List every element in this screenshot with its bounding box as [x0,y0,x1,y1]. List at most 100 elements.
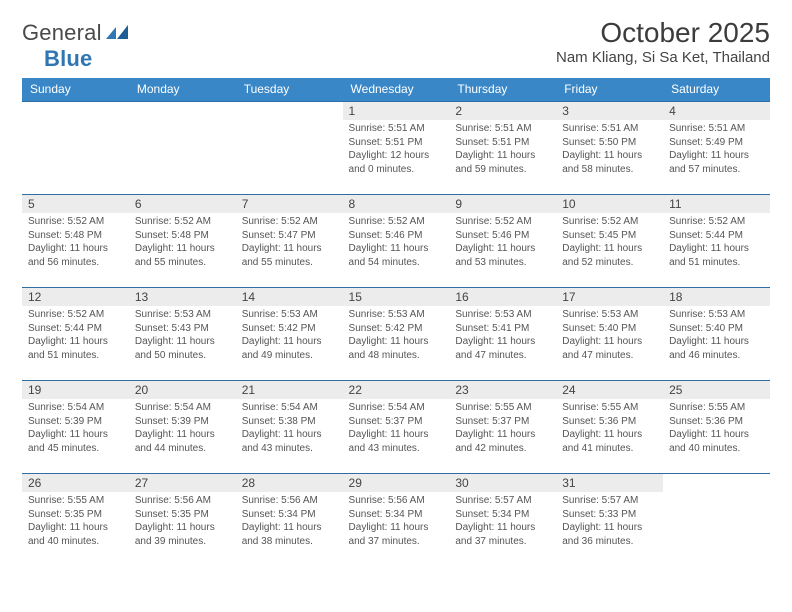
day-details: Sunrise: 5:52 AMSunset: 5:45 PMDaylight:… [556,213,663,269]
day-number: 2 [449,102,556,120]
sunrise-line: Sunrise: 5:53 AM [455,308,550,322]
sunset-line: Sunset: 5:48 PM [135,229,230,243]
calendar-cell: 20Sunrise: 5:54 AMSunset: 5:39 PMDayligh… [129,381,236,474]
sunset-line: Sunset: 5:50 PM [562,136,657,150]
daylight-line: Daylight: 11 hours and 54 minutes. [349,242,444,269]
weekday-header: Friday [556,78,663,102]
daylight-line: Daylight: 11 hours and 55 minutes. [135,242,230,269]
calendar-cell: 1Sunrise: 5:51 AMSunset: 5:51 PMDaylight… [343,102,450,195]
day-number: 28 [236,474,343,492]
daylight-line: Daylight: 11 hours and 47 minutes. [562,335,657,362]
logo-mark-icon [106,24,132,42]
weekday-header: Thursday [449,78,556,102]
calendar-cell: 2Sunrise: 5:51 AMSunset: 5:51 PMDaylight… [449,102,556,195]
day-number: 4 [663,102,770,120]
day-details: Sunrise: 5:57 AMSunset: 5:33 PMDaylight:… [556,492,663,548]
daylight-line: Daylight: 11 hours and 55 minutes. [242,242,337,269]
sunset-line: Sunset: 5:40 PM [669,322,764,336]
day-number: 25 [663,381,770,399]
sunset-line: Sunset: 5:44 PM [669,229,764,243]
daylight-line: Daylight: 11 hours and 40 minutes. [28,521,123,548]
day-details: Sunrise: 5:52 AMSunset: 5:44 PMDaylight:… [663,213,770,269]
day-number: 21 [236,381,343,399]
day-number: 11 [663,195,770,213]
day-number: 23 [449,381,556,399]
calendar-cell: 7Sunrise: 5:52 AMSunset: 5:47 PMDaylight… [236,195,343,288]
day-details: Sunrise: 5:51 AMSunset: 5:51 PMDaylight:… [449,120,556,176]
calendar-cell: 18Sunrise: 5:53 AMSunset: 5:40 PMDayligh… [663,288,770,381]
day-number: 12 [22,288,129,306]
day-number: 5 [22,195,129,213]
calendar-week-row: 19Sunrise: 5:54 AMSunset: 5:39 PMDayligh… [22,381,770,474]
calendar-cell: 26Sunrise: 5:55 AMSunset: 5:35 PMDayligh… [22,474,129,567]
day-details: Sunrise: 5:54 AMSunset: 5:39 PMDaylight:… [129,399,236,455]
daylight-line: Daylight: 11 hours and 56 minutes. [28,242,123,269]
sunrise-line: Sunrise: 5:52 AM [669,215,764,229]
sunset-line: Sunset: 5:44 PM [28,322,123,336]
daylight-line: Daylight: 11 hours and 48 minutes. [349,335,444,362]
calendar-cell: 22Sunrise: 5:54 AMSunset: 5:37 PMDayligh… [343,381,450,474]
day-details: Sunrise: 5:55 AMSunset: 5:36 PMDaylight:… [663,399,770,455]
daylight-line: Daylight: 11 hours and 53 minutes. [455,242,550,269]
daylight-line: Daylight: 11 hours and 59 minutes. [455,149,550,176]
sunset-line: Sunset: 5:45 PM [562,229,657,243]
day-details: Sunrise: 5:55 AMSunset: 5:35 PMDaylight:… [22,492,129,548]
day-details: Sunrise: 5:52 AMSunset: 5:48 PMDaylight:… [22,213,129,269]
sunrise-line: Sunrise: 5:51 AM [455,122,550,136]
calendar-header-row: SundayMondayTuesdayWednesdayThursdayFrid… [22,78,770,102]
day-details: Sunrise: 5:53 AMSunset: 5:41 PMDaylight:… [449,306,556,362]
day-details: Sunrise: 5:56 AMSunset: 5:34 PMDaylight:… [236,492,343,548]
calendar-cell: 11Sunrise: 5:52 AMSunset: 5:44 PMDayligh… [663,195,770,288]
day-details: Sunrise: 5:53 AMSunset: 5:43 PMDaylight:… [129,306,236,362]
day-number: 19 [22,381,129,399]
sunrise-line: Sunrise: 5:55 AM [669,401,764,415]
calendar-cell: 16Sunrise: 5:53 AMSunset: 5:41 PMDayligh… [449,288,556,381]
daylight-line: Daylight: 11 hours and 43 minutes. [349,428,444,455]
calendar-cell: 14Sunrise: 5:53 AMSunset: 5:42 PMDayligh… [236,288,343,381]
day-number: 15 [343,288,450,306]
calendar-cell: 31Sunrise: 5:57 AMSunset: 5:33 PMDayligh… [556,474,663,567]
day-details: Sunrise: 5:52 AMSunset: 5:46 PMDaylight:… [343,213,450,269]
calendar-cell: 21Sunrise: 5:54 AMSunset: 5:38 PMDayligh… [236,381,343,474]
sunset-line: Sunset: 5:36 PM [562,415,657,429]
sunrise-line: Sunrise: 5:54 AM [349,401,444,415]
weekday-header: Tuesday [236,78,343,102]
calendar-cell: 6Sunrise: 5:52 AMSunset: 5:48 PMDaylight… [129,195,236,288]
sunrise-line: Sunrise: 5:52 AM [135,215,230,229]
calendar-cell: 28Sunrise: 5:56 AMSunset: 5:34 PMDayligh… [236,474,343,567]
sunrise-line: Sunrise: 5:52 AM [242,215,337,229]
sunset-line: Sunset: 5:42 PM [349,322,444,336]
calendar-cell [663,474,770,567]
sunset-line: Sunset: 5:34 PM [349,508,444,522]
sunrise-line: Sunrise: 5:54 AM [135,401,230,415]
calendar-cell [236,102,343,195]
daylight-line: Daylight: 12 hours and 0 minutes. [349,149,444,176]
sunrise-line: Sunrise: 5:57 AM [562,494,657,508]
sunset-line: Sunset: 5:34 PM [455,508,550,522]
calendar-cell: 17Sunrise: 5:53 AMSunset: 5:40 PMDayligh… [556,288,663,381]
day-details: Sunrise: 5:54 AMSunset: 5:39 PMDaylight:… [22,399,129,455]
daylight-line: Daylight: 11 hours and 39 minutes. [135,521,230,548]
day-number [663,474,770,492]
title-block: October 2025 Nam Kliang, Si Sa Ket, Thai… [556,18,770,66]
daylight-line: Daylight: 11 hours and 46 minutes. [669,335,764,362]
sunrise-line: Sunrise: 5:53 AM [242,308,337,322]
sunset-line: Sunset: 5:36 PM [669,415,764,429]
day-details: Sunrise: 5:53 AMSunset: 5:42 PMDaylight:… [236,306,343,362]
weekday-header: Monday [129,78,236,102]
calendar-cell [129,102,236,195]
sunset-line: Sunset: 5:49 PM [669,136,764,150]
day-number: 20 [129,381,236,399]
day-number: 29 [343,474,450,492]
logo-text: General [22,20,102,46]
calendar-cell: 4Sunrise: 5:51 AMSunset: 5:49 PMDaylight… [663,102,770,195]
calendar-cell: 3Sunrise: 5:51 AMSunset: 5:50 PMDaylight… [556,102,663,195]
day-number: 16 [449,288,556,306]
calendar-cell: 25Sunrise: 5:55 AMSunset: 5:36 PMDayligh… [663,381,770,474]
daylight-line: Daylight: 11 hours and 43 minutes. [242,428,337,455]
day-number: 24 [556,381,663,399]
day-number: 22 [343,381,450,399]
location-subtitle: Nam Kliang, Si Sa Ket, Thailand [556,49,770,66]
calendar-cell: 24Sunrise: 5:55 AMSunset: 5:36 PMDayligh… [556,381,663,474]
day-number: 13 [129,288,236,306]
